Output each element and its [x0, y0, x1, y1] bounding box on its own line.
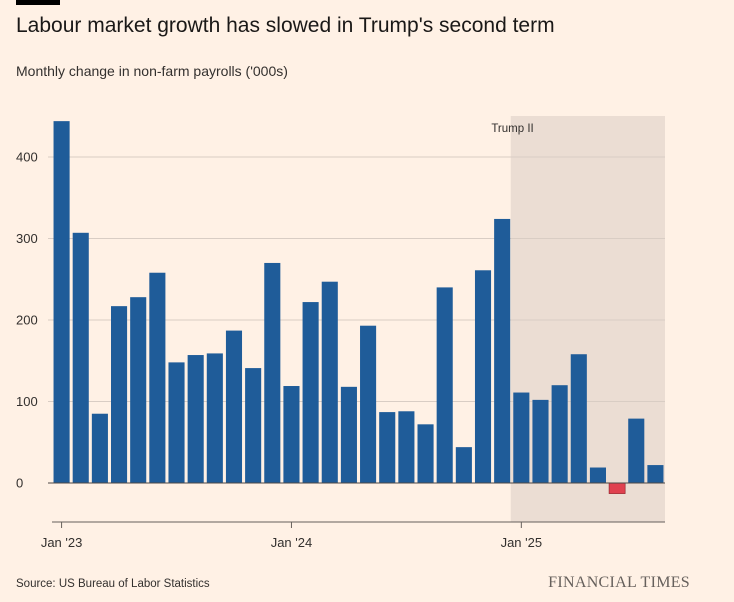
x-tick-label-12: Jan '24 — [271, 535, 313, 550]
bar-nov-2024 — [474, 270, 492, 483]
bar-mar-2024 — [321, 281, 338, 483]
bar-dec-2024 — [494, 218, 511, 483]
y-tick-label-300: 300 — [16, 231, 38, 246]
bar-jul-2024 — [398, 411, 415, 483]
top-rule — [16, 0, 60, 5]
bar-jan-2024 — [283, 386, 300, 483]
bar-jun-2025 — [608, 482, 626, 494]
bar-sep-2023 — [206, 353, 223, 483]
bar-apr-2025 — [570, 354, 587, 483]
bar-feb-2025 — [532, 399, 549, 483]
bar-oct-2023 — [225, 330, 243, 483]
bar-jun-2023 — [149, 272, 166, 483]
bar-dec-2023 — [264, 262, 281, 483]
y-tick-label-100: 100 — [16, 394, 38, 409]
bar-apr-2023 — [111, 306, 128, 483]
brand-logo: FINANCIAL TIMES — [548, 574, 690, 591]
bar-may-2023 — [130, 297, 147, 483]
bar-jan-2025 — [513, 392, 530, 483]
bar-may-2024 — [360, 325, 377, 483]
bar-aug-2025 — [647, 465, 664, 483]
bar-jul-2025 — [628, 418, 645, 483]
x-tick-label-24: Jan '25 — [501, 535, 543, 550]
bar-mar-2023 — [91, 413, 108, 483]
bar-aug-2024 — [417, 424, 434, 483]
bar-jun-2024 — [379, 412, 396, 483]
y-tick-label-400: 400 — [16, 150, 38, 165]
bar-may-2025 — [589, 467, 606, 483]
y-tick-label-200: 200 — [16, 313, 38, 328]
annotation-trump-ii: Trump II — [491, 123, 533, 135]
bar-jan-2023 — [53, 121, 70, 483]
bar-aug-2023 — [187, 355, 204, 483]
bar-jul-2023 — [168, 362, 185, 483]
bar-apr-2024 — [340, 386, 357, 483]
bar-oct-2024 — [455, 447, 472, 483]
y-tick-label-0: 0 — [16, 476, 23, 491]
bar-mar-2025 — [551, 385, 568, 483]
bar-sep-2024 — [436, 287, 453, 483]
chart-subtitle: Monthly change in non-farm payrolls ('00… — [16, 63, 288, 79]
chart-title: Labour market growth has slowed in Trump… — [16, 14, 555, 37]
bar-nov-2023 — [245, 368, 262, 483]
source-note: Source: US Bureau of Labor Statistics — [16, 578, 210, 590]
bar-feb-2024 — [302, 302, 319, 483]
bar-feb-2023 — [72, 232, 89, 483]
x-tick-label-0: Jan '23 — [41, 535, 83, 550]
